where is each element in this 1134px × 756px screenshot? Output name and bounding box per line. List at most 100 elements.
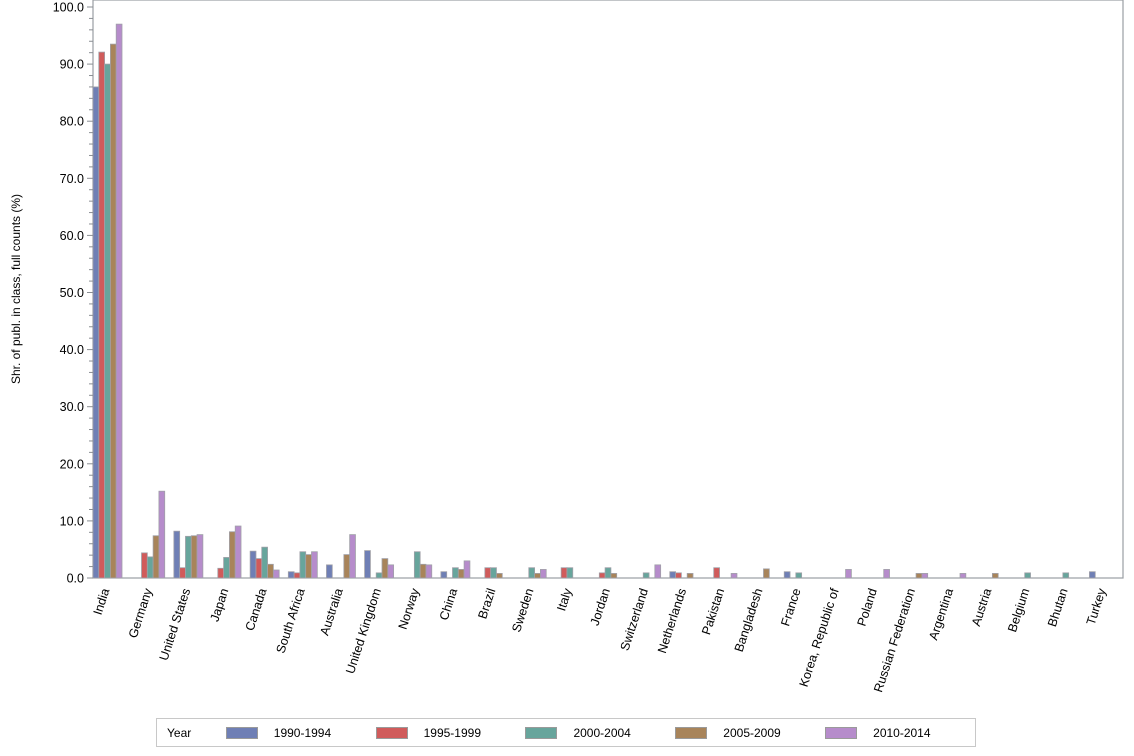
bar	[311, 551, 318, 579]
bar-group	[249, 546, 280, 579]
bar	[598, 572, 606, 579]
bar	[669, 571, 676, 579]
bar	[152, 535, 160, 579]
x-tick-label: Bhutan	[1045, 587, 1071, 629]
bar	[419, 563, 427, 579]
bar-group	[364, 550, 395, 579]
bar	[915, 573, 923, 579]
x-tick-label: Italy	[554, 586, 575, 613]
bar	[185, 535, 192, 579]
bar	[686, 573, 694, 579]
bar-group	[528, 567, 547, 579]
x-axis: India Germany United States Japan Canada Sout…	[91, 586, 1109, 694]
x-tick-label: France	[778, 587, 803, 628]
bar	[463, 560, 471, 579]
x-tick-label: Poland	[855, 587, 880, 628]
bar-group	[413, 551, 433, 579]
bar	[763, 568, 770, 579]
bar	[604, 567, 612, 579]
bar	[234, 525, 242, 579]
bar	[104, 63, 111, 579]
bar	[146, 556, 154, 579]
bar	[566, 567, 574, 579]
legend-label: 2005-2009	[723, 725, 781, 740]
bar	[675, 572, 682, 579]
bar	[883, 569, 890, 579]
bar-group	[217, 525, 242, 579]
bar-group	[1062, 572, 1070, 579]
bar	[440, 571, 448, 579]
bar-group	[783, 571, 803, 579]
x-tick-label: Norway	[396, 586, 423, 631]
y-tick-label: 50.0	[60, 286, 84, 300]
bar	[490, 567, 497, 579]
y-tick-label: 60.0	[60, 229, 84, 243]
bar	[364, 550, 371, 579]
x-tick-label: Canada	[243, 587, 270, 633]
x-tick-label: Switzerland	[618, 587, 651, 653]
bar	[425, 564, 433, 579]
bar	[959, 573, 967, 579]
bar	[255, 558, 263, 579]
legend-label: 2000-2004	[573, 725, 631, 740]
legend-label: 2010-2014	[873, 725, 931, 740]
bar	[713, 567, 720, 579]
x-tick-label: Korea, Republic of	[797, 586, 842, 689]
bar	[1024, 572, 1031, 579]
bar	[196, 534, 204, 579]
bar	[795, 572, 803, 579]
legend-label: 1995-1999	[423, 725, 481, 740]
plot-frame	[92, 0, 1124, 579]
bar-group	[326, 534, 356, 579]
bar	[326, 564, 333, 579]
bar-group	[92, 23, 123, 579]
x-tick-label: South Africa	[274, 587, 308, 655]
legend-item: 2000-2004	[525, 726, 675, 740]
bar-group	[845, 569, 852, 579]
legend-item: 1990-1994	[225, 725, 376, 740]
x-tick-label: China	[437, 587, 460, 622]
bar	[484, 567, 492, 579]
bar	[343, 554, 351, 579]
bar	[98, 51, 106, 579]
bar	[381, 558, 389, 579]
legend-item: 2005-2009	[675, 726, 825, 740]
bar	[540, 569, 547, 579]
bar	[217, 567, 225, 579]
bar	[272, 569, 280, 579]
bar-group	[991, 573, 999, 579]
x-tick-label: Argentina	[926, 587, 956, 642]
bar	[730, 573, 738, 579]
x-tick-label: Belgium	[1005, 587, 1032, 634]
bar	[349, 534, 356, 579]
legend-swatch	[225, 726, 258, 739]
bar	[783, 571, 791, 579]
x-tick-label: United Kingdom	[343, 587, 384, 676]
bar	[452, 567, 459, 579]
bar-group	[1024, 572, 1031, 579]
bar-group	[713, 567, 738, 579]
legend-label: 1990-1994	[273, 725, 332, 740]
bar	[299, 551, 307, 579]
y-tick-label: 90.0	[60, 58, 84, 72]
bar	[141, 552, 148, 579]
bar	[92, 86, 100, 579]
bar-group	[642, 564, 662, 579]
x-tick-label: India	[91, 587, 113, 617]
bar	[305, 554, 312, 579]
x-tick-label: Bangladesh	[732, 587, 766, 654]
bar-group	[915, 573, 929, 579]
bar	[560, 567, 568, 579]
legend-item: 2010-2014	[825, 726, 975, 740]
bar	[179, 567, 186, 579]
bar	[110, 43, 117, 579]
bar-group	[959, 573, 967, 579]
plot-area	[92, 0, 1124, 579]
bar	[1089, 571, 1096, 579]
bar	[610, 573, 618, 579]
bar	[534, 573, 541, 579]
legend-title: Year	[167, 725, 192, 740]
bar	[457, 569, 465, 579]
y-tick-label: 70.0	[60, 172, 84, 186]
